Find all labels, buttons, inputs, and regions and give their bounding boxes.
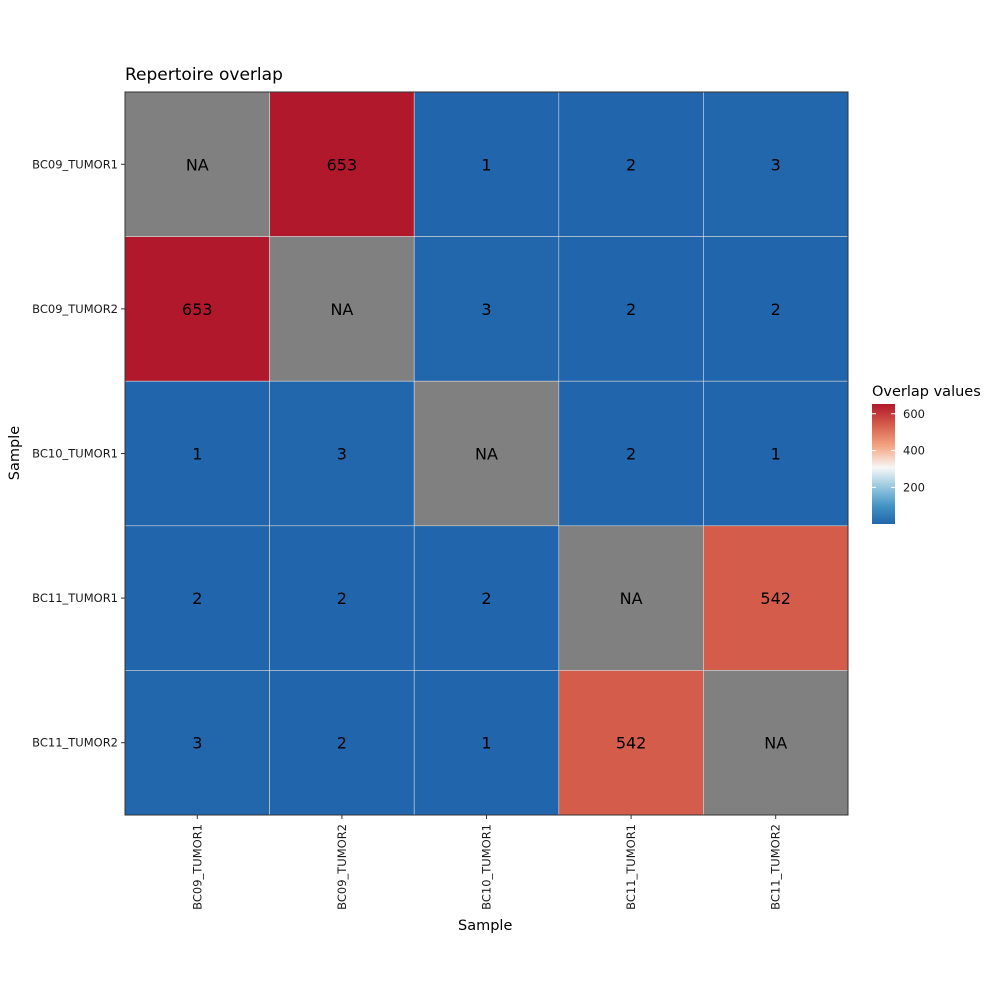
heatmap-cell bbox=[124, 91, 270, 237]
heatmap-cell bbox=[413, 525, 560, 671]
heatmap-cell bbox=[124, 670, 270, 816]
x-axis: BC09_TUMOR1 BC09_TUMOR2 BC10_TUMOR1 BC11_TU… bbox=[190, 815, 783, 910]
heatmap-cell bbox=[124, 236, 270, 382]
heatmap-cell-label: 3 bbox=[771, 155, 781, 174]
heatmap-cell-label: 3 bbox=[481, 300, 491, 319]
heatmap-cell-label: NA bbox=[475, 445, 498, 464]
heatmap-cell-label: 2 bbox=[626, 155, 636, 174]
heatmap-cell bbox=[703, 91, 849, 237]
y-tick-label: BC11_TUMOR1 bbox=[32, 591, 118, 605]
x-axis-title: Sample bbox=[458, 918, 512, 934]
y-tick-label: BC09_TUMOR1 bbox=[32, 157, 118, 171]
heatmap-cell bbox=[413, 236, 560, 382]
heatmap-cell-label: 3 bbox=[337, 445, 347, 464]
y-tick-label: BC09_TUMOR2 bbox=[32, 302, 118, 316]
x-tick-label: BC11_TUMOR1 bbox=[624, 824, 638, 910]
heatmap-cell-label: 653 bbox=[327, 155, 358, 174]
heatmap-cell-label: 2 bbox=[626, 445, 636, 464]
heatmap-cell-label: 2 bbox=[192, 589, 202, 608]
heatmap-cell bbox=[703, 380, 849, 527]
x-tick-label: BC10_TUMOR1 bbox=[480, 824, 494, 910]
heatmap-cell-label: 542 bbox=[616, 734, 647, 753]
legend-tick-label: 600 bbox=[903, 407, 925, 421]
heatmap-cell-label: 2 bbox=[771, 300, 781, 319]
heatmap-cell-label: 1 bbox=[192, 445, 202, 464]
heatmap-cell-label: 2 bbox=[626, 300, 636, 319]
heatmap-cell-label: NA bbox=[330, 300, 353, 319]
heatmap-cell-label: 653 bbox=[182, 300, 213, 319]
heatmap-cell bbox=[413, 670, 560, 816]
legend-colorbar bbox=[872, 404, 895, 524]
y-axis-title: Sample bbox=[7, 426, 23, 480]
heatmap-cell-label: 3 bbox=[192, 734, 202, 753]
heatmap-cell bbox=[269, 91, 415, 237]
heatmap-cell bbox=[558, 525, 704, 671]
heatmap-cell bbox=[558, 91, 704, 237]
x-tick-label: BC09_TUMOR1 bbox=[190, 824, 204, 910]
heatmap-cell bbox=[269, 670, 415, 816]
heatmap-cell bbox=[558, 380, 704, 527]
legend: Overlap values 200 400 600 bbox=[872, 384, 981, 524]
heatmap-cell bbox=[269, 236, 415, 382]
heatmap-cell-label: NA bbox=[620, 589, 643, 608]
heatmap-cell-label: 2 bbox=[337, 589, 347, 608]
legend-title: Overlap values bbox=[872, 384, 981, 400]
chart-title: Repertoire overlap bbox=[125, 65, 283, 85]
heatmap-cell bbox=[269, 525, 415, 671]
legend-tick-label: 200 bbox=[903, 480, 925, 494]
heatmap-cell-label: 2 bbox=[337, 734, 347, 753]
y-tick-label: BC10_TUMOR1 bbox=[32, 447, 118, 461]
heatmap-cell bbox=[703, 525, 849, 671]
heatmap-cell-label: NA bbox=[186, 155, 209, 174]
legend-tick-label: 400 bbox=[903, 444, 925, 458]
heatmap-cell-label: 1 bbox=[771, 445, 781, 464]
heatmap-cell bbox=[703, 670, 849, 816]
heatmap-cells bbox=[124, 91, 849, 816]
heatmap-cell-label: 1 bbox=[481, 734, 491, 753]
y-tick-label: BC11_TUMOR2 bbox=[32, 736, 118, 750]
y-axis: BC09_TUMOR1 BC09_TUMOR2 BC10_TUMOR1 BC11_TU… bbox=[32, 157, 125, 750]
heatmap-cell-labels: NA 653 1 2 3 653 NA 3 2 2 1 3 NA 2 1 2 2 2 NA 542 3 2 1 542 NA bbox=[182, 155, 791, 752]
legend-ticks: 200 400 600 bbox=[872, 407, 925, 494]
heatmap-cell bbox=[269, 380, 415, 527]
heatmap-cell-label: 1 bbox=[481, 155, 491, 174]
heatmap-cell-label: NA bbox=[764, 734, 787, 753]
heatmap-cell-label: 2 bbox=[481, 589, 491, 608]
heatmap-cell bbox=[413, 380, 560, 527]
heatmap-cell bbox=[703, 236, 849, 382]
heatmap-cell-label: 542 bbox=[760, 589, 791, 608]
x-tick-label: BC11_TUMOR2 bbox=[769, 824, 783, 910]
x-tick-label: BC09_TUMOR2 bbox=[335, 824, 349, 910]
